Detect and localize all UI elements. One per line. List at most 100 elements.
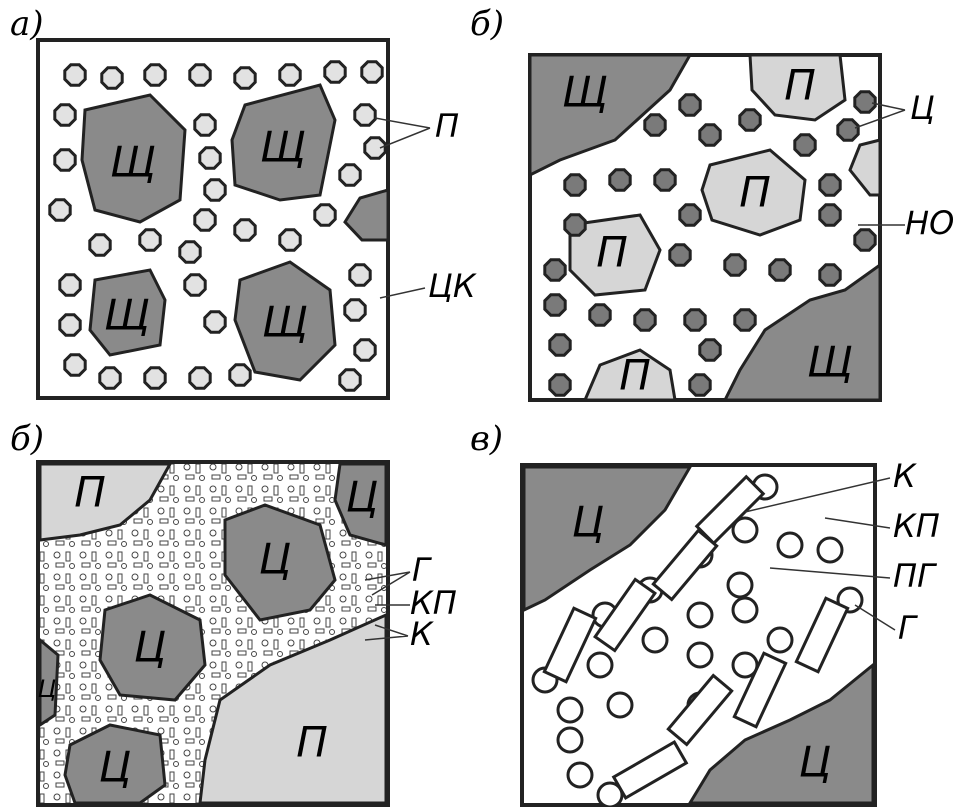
callout-label: К [893, 457, 917, 495]
region-label: Щ [110, 138, 156, 187]
particle [235, 68, 255, 88]
particle [280, 230, 300, 250]
particle [345, 300, 365, 320]
particle [102, 68, 122, 88]
particle [690, 375, 710, 395]
particle [610, 170, 630, 190]
particle [350, 265, 370, 285]
particle [205, 312, 225, 332]
region-label: Ц [799, 738, 832, 787]
panel-letter: в) [470, 419, 503, 459]
particle [565, 215, 585, 235]
particle [355, 340, 375, 360]
callout-label: НО [905, 204, 954, 242]
particle [280, 65, 300, 85]
particle [685, 310, 705, 330]
region-label: Ц [99, 743, 132, 792]
particle [50, 200, 70, 220]
diagram: а) б) б) в) Щ Щ Щ Щ П ЦК Щ П П П П Щ Ц Н… [0, 0, 979, 807]
particle [180, 242, 200, 262]
particle [568, 763, 592, 787]
particle [655, 170, 675, 190]
particle [65, 355, 85, 375]
particle [545, 295, 565, 315]
particle [740, 110, 760, 130]
particle [643, 628, 667, 652]
particle [550, 335, 570, 355]
particle [725, 255, 745, 275]
particle [818, 538, 842, 562]
callout-label: Ц [910, 89, 935, 127]
region-label: Щ [807, 338, 853, 387]
region-label: П [296, 718, 328, 767]
particle [688, 603, 712, 627]
particle [700, 340, 720, 360]
particle [545, 260, 565, 280]
panel-letter: а) [10, 4, 44, 44]
particle [820, 265, 840, 285]
particle [558, 698, 582, 722]
particle [770, 260, 790, 280]
particle [55, 150, 75, 170]
particle [855, 230, 875, 250]
particle [550, 375, 570, 395]
particle [838, 120, 858, 140]
particle [60, 275, 80, 295]
region-label: П [739, 168, 771, 217]
region-label: П [74, 468, 106, 517]
particle [235, 220, 255, 240]
particle [65, 65, 85, 85]
particle [145, 65, 165, 85]
particle [340, 370, 360, 390]
particle [140, 230, 160, 250]
particle [735, 310, 755, 330]
particle [680, 95, 700, 115]
particle [205, 180, 225, 200]
particle [670, 245, 690, 265]
particle [680, 205, 700, 225]
particle [325, 62, 345, 82]
region-label: Щ [104, 291, 150, 340]
panel-letter: б) [10, 419, 44, 459]
callout-label: П [435, 107, 459, 145]
particle [100, 368, 120, 388]
region-label: П [619, 351, 651, 400]
region-label: Ц [346, 473, 379, 522]
particle [558, 728, 582, 752]
particle [90, 235, 110, 255]
region-label: Щ [562, 68, 608, 117]
particle [728, 573, 752, 597]
particle [200, 148, 220, 168]
particle [55, 105, 75, 125]
panel-letter: б) [470, 4, 504, 44]
particle [820, 205, 840, 225]
panel-a [38, 40, 430, 398]
particle [190, 65, 210, 85]
particle [635, 310, 655, 330]
particle [195, 210, 215, 230]
particle [230, 365, 250, 385]
particle [340, 165, 360, 185]
particle [778, 533, 802, 557]
region-label: П [784, 61, 816, 110]
particle [795, 135, 815, 155]
particle [768, 628, 792, 652]
particle [365, 138, 385, 158]
particle [700, 125, 720, 145]
callout-label: ПГ [893, 557, 937, 595]
particle [645, 115, 665, 135]
particle [608, 693, 632, 717]
callout-label: Г [898, 609, 918, 647]
region-label: П [596, 228, 628, 277]
particle [145, 368, 165, 388]
particle [565, 175, 585, 195]
particle [733, 598, 757, 622]
particle [855, 92, 875, 112]
callout-label: ЦК [428, 267, 477, 305]
region-label: Ц [38, 675, 57, 703]
particle [190, 368, 210, 388]
particle [688, 643, 712, 667]
particle [315, 205, 335, 225]
particle [185, 275, 205, 295]
particle [355, 105, 375, 125]
